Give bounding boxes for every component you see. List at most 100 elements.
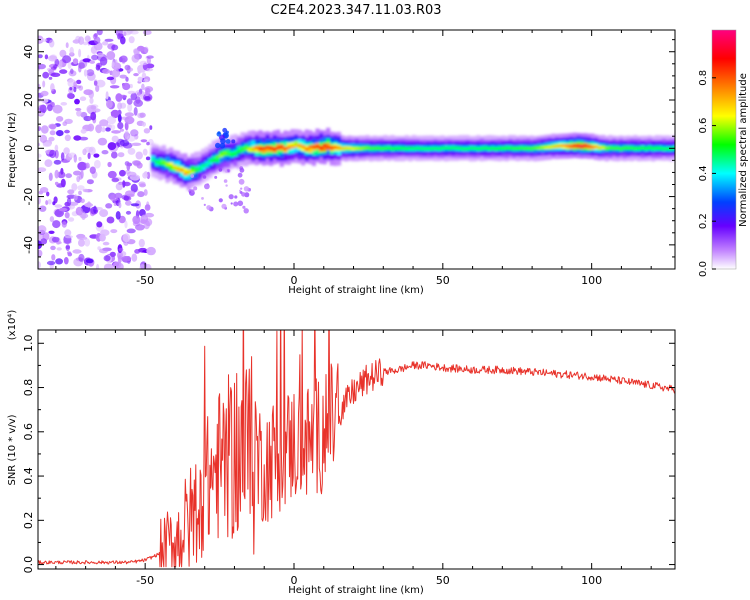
noise-blob [122,233,131,243]
ridge-segment [204,163,209,166]
noise-blob [89,60,95,64]
noise-blob [105,127,111,132]
noise-blob [132,215,141,225]
ridge-segment [501,146,506,149]
ridge-segment [301,145,306,148]
ridge-segment [436,147,442,150]
noise-blob [126,171,137,178]
noise-blob [99,119,109,127]
ridge-segment [569,145,574,148]
snr-series-line [38,330,675,568]
ridge-segment [408,146,413,149]
noise-blob [124,116,135,125]
noise-blob [121,255,132,262]
faint-spot [214,175,218,179]
noise-blob [95,85,100,92]
noise-blob [119,128,124,132]
ridge-segment [419,147,424,150]
ridge-segment [351,147,356,150]
ridge-segment [251,147,256,150]
noise-blob [78,62,85,69]
ridge-segment [422,147,427,150]
ridge-segment [372,146,377,149]
ridge-segment [447,147,452,150]
noise-blob [60,167,64,175]
ridge-segment [522,147,527,150]
figure-title: C2E4.2023.347.11.03.R03 [270,3,441,18]
ridge-segment [558,145,563,148]
ridge-segment [176,168,181,172]
ridge-segment [279,145,284,148]
noise-blob [73,81,78,87]
ridge-segment [283,147,288,151]
noise-blob [146,141,150,146]
ridge-segment [565,144,570,147]
noise-blob [135,224,145,231]
noise-blob [132,160,141,166]
ridge-segment [383,147,388,150]
y-tick-label: 0.4 [22,467,35,485]
ridge-segment [208,159,213,163]
colorbar-tick-label: 0.8 [698,70,709,86]
ridge-segment [619,147,624,150]
ridge-segment [376,147,381,150]
ridge-segment [286,143,291,150]
noise-blob [105,203,113,209]
faint-spots [188,127,251,214]
y-tick-label: 0.6 [22,423,35,441]
noise-blob [111,135,119,143]
noise-blob [122,180,126,188]
ridge-segment [590,146,595,149]
noise-region [38,30,156,269]
ridge-segment [644,146,649,150]
noise-blob [137,76,143,83]
noise-blob [110,229,118,234]
faint-spot [239,190,243,194]
ridge-segment [329,146,334,150]
noise-blob [117,152,125,158]
noise-blob [80,128,87,134]
ridge-segment [490,147,495,150]
noise-blob [40,238,48,245]
snr-y-multiplier: (x10⁴) [7,310,18,341]
noise-blob [110,109,120,119]
noise-blob [40,90,49,97]
ridge-segment [290,142,295,149]
noise-blob [119,139,130,147]
noise-blob [143,128,151,134]
ridge-segment [554,145,559,148]
x-tick-label: 0 [290,274,297,287]
noise-blob [119,74,127,79]
ridge-segment [369,146,374,149]
ridge-segment [511,146,517,149]
noise-blob [48,55,58,62]
noise-blob [50,245,56,251]
x-tick-label: 50 [436,274,450,287]
noise-blob [101,150,109,155]
noise-blob [78,173,83,180]
spectrogram-plot-area [38,30,675,269]
colorbar-tick-label: 0.0 [698,261,709,277]
noise-blob [70,68,74,75]
ridge-segment [386,147,392,150]
faint-spot [193,186,198,191]
colorbar-tick-label: 0.4 [698,165,709,181]
noise-blob [133,107,138,116]
y-tick-label: 0 [22,145,35,152]
faint-spot [230,202,233,205]
noise-blob [109,194,119,202]
ridge-segment [269,146,274,150]
ridge-segment [519,147,524,150]
noise-blob [146,171,151,180]
noise-blob [128,36,135,44]
noise-blob [69,87,73,91]
noise-blob [130,183,138,193]
ridge-segment [186,170,191,173]
ridge-segment [308,146,313,153]
noise-blob [82,188,89,193]
ridge-segment [526,146,531,149]
ridge-segment [486,147,492,150]
ridge-segment [404,147,409,150]
noise-blob [102,41,109,46]
y-tick-label: 40 [22,45,35,59]
